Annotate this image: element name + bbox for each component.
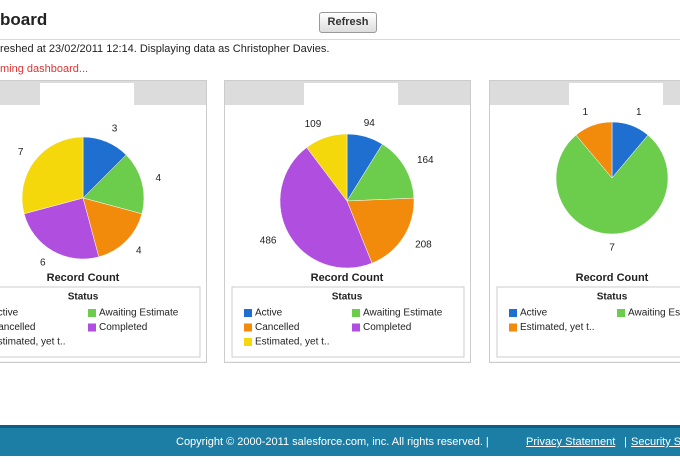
- legend-title: Status: [332, 292, 363, 303]
- pie-slice: [346, 197, 415, 264]
- legend-box: [231, 286, 465, 358]
- dashboard-title: board: [0, 10, 48, 29]
- legend-label: Estimated, yet t..: [0, 337, 65, 348]
- data-label: 94: [364, 118, 376, 129]
- legend-label: Active: [0, 308, 19, 319]
- legend-swatch: [88, 323, 96, 332]
- legend-label: Awaiting Estimate: [363, 308, 443, 319]
- pie-slice: [21, 136, 84, 215]
- legend-swatch: [352, 309, 360, 317]
- copyright: Copyright © 2000-2011 salesforce.com, in…: [176, 436, 489, 448]
- data-label: 109: [305, 119, 322, 130]
- legend-label: Completed: [99, 322, 147, 333]
- legend-label: Awaiting Estimate: [628, 308, 680, 319]
- legend-swatch: [88, 309, 96, 317]
- pie-slice: [575, 121, 613, 179]
- legend-title: Status: [68, 292, 99, 303]
- data-label: 4: [136, 246, 142, 257]
- legend-swatch: [617, 309, 625, 317]
- pie-slice: [555, 134, 669, 235]
- legend-label: Completed: [363, 322, 411, 333]
- legend-label: Active: [520, 308, 548, 319]
- security-link[interactable]: Security S: [631, 436, 680, 448]
- legend-swatch: [352, 323, 360, 332]
- chart-panel: 3 4 4 6 7 Record Count Status Active Awaiting Es…: [0, 80, 207, 363]
- data-label: 164: [417, 155, 434, 166]
- chart-panel: 1 7 1 Record Count Status Active Awaiting Esti…: [489, 80, 680, 363]
- legend-swatch: [509, 309, 517, 317]
- legend-label: Estimated, yet t..: [520, 322, 594, 333]
- legend-label: Active: [255, 308, 283, 319]
- data-label: 4: [155, 173, 161, 184]
- data-label: 6: [40, 258, 46, 269]
- data-label: 1: [582, 107, 588, 118]
- legend-box: [496, 286, 680, 358]
- legend-label: Cancelled: [255, 322, 299, 333]
- panel-title-box: [304, 83, 398, 105]
- divider: [0, 39, 680, 40]
- data-label: 208: [415, 240, 432, 251]
- data-label: 7: [609, 243, 615, 254]
- legend-box: [0, 286, 201, 358]
- pie-slice: [346, 143, 415, 202]
- refresh-button[interactable]: Refresh: [319, 12, 377, 33]
- data-label: 1: [636, 107, 642, 118]
- panel-title-box: [569, 83, 663, 105]
- chart-panel: 94 164 208 486 109 Record Count Status Active Aw…: [224, 80, 471, 363]
- legend-label: Estimated, yet t..: [255, 337, 329, 348]
- chart-title: Record Count: [47, 272, 120, 284]
- separator: |: [624, 436, 627, 448]
- charts: 3 4 4 6 7 Record Count Status Active Awaiting Es…: [0, 80, 680, 363]
- pie-slice: [306, 133, 348, 202]
- legend-title: Status: [597, 292, 628, 303]
- footer: Copyright © 2000-2011 salesforce.com, in…: [0, 425, 680, 456]
- data-label: 486: [260, 235, 277, 246]
- data-label: 3: [112, 123, 118, 134]
- pie-slice: [82, 197, 143, 258]
- legend-label: Cancelled: [0, 322, 35, 333]
- legend-swatch: [509, 323, 517, 332]
- panel-title-box: [40, 83, 134, 105]
- chart-title: Record Count: [576, 272, 649, 284]
- privacy-link[interactable]: Privacy Statement: [526, 436, 616, 448]
- pie-slice: [23, 197, 100, 260]
- chart-title: Record Count: [311, 272, 384, 284]
- legend-swatch: [244, 323, 252, 332]
- pie-slice: [82, 154, 145, 215]
- pie-slice: [279, 147, 373, 269]
- notice-text: ming dashboard...: [0, 63, 89, 75]
- legend-swatch: [244, 338, 252, 346]
- legend-label: Awaiting Estimate: [99, 308, 179, 319]
- status-text: reshed at 23/02/2011 12:14. Displaying d…: [0, 43, 330, 55]
- data-label: 7: [18, 147, 24, 158]
- legend-swatch: [244, 309, 252, 317]
